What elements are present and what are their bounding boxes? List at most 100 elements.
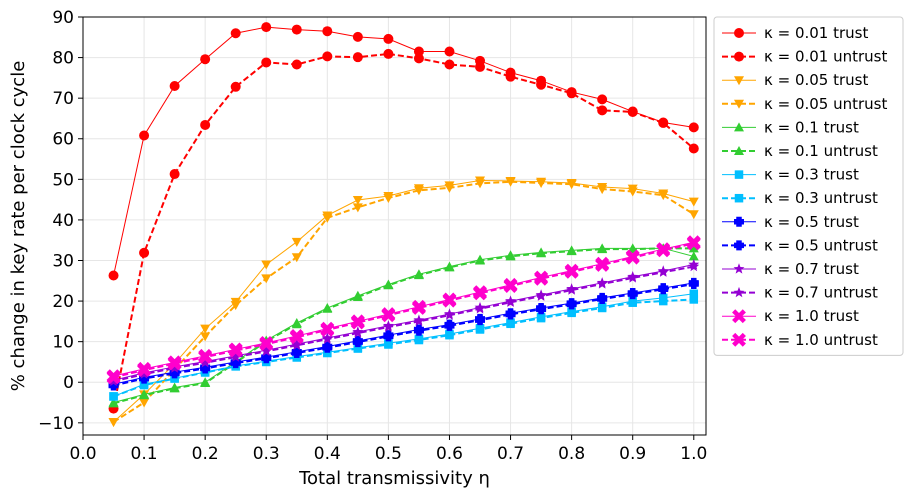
data-point xyxy=(597,244,608,254)
data-point xyxy=(625,250,640,265)
legend-item: κ = 1.0 untrust xyxy=(722,331,878,349)
data-point xyxy=(534,271,549,286)
legend-item: κ = 0.7 untrust xyxy=(722,284,878,302)
legend-label: κ = 0.7 untrust xyxy=(764,284,878,302)
data-point xyxy=(352,196,363,206)
data-point xyxy=(291,319,302,329)
x-tick-label: 0.7 xyxy=(497,444,524,464)
data-point xyxy=(475,325,485,334)
legend-marker xyxy=(732,309,746,324)
data-point xyxy=(137,363,152,377)
legend-item: κ = 0.05 untrust xyxy=(722,95,887,113)
data-point xyxy=(261,260,272,270)
data-point xyxy=(536,178,547,188)
data-point xyxy=(658,117,669,128)
data-point xyxy=(566,88,577,99)
data-point xyxy=(322,213,333,223)
data-point xyxy=(139,130,150,141)
series-3 xyxy=(108,177,699,428)
data-point xyxy=(411,301,426,315)
legend-item: κ = 0.1 trust xyxy=(722,118,859,136)
series-group xyxy=(106,22,701,428)
legend-label: κ = 0.1 untrust xyxy=(764,142,878,160)
legend-label: κ = 0.01 untrust xyxy=(764,48,887,66)
data-point xyxy=(352,327,364,338)
legend-item: κ = 0.05 trust xyxy=(722,71,868,89)
data-point xyxy=(352,203,363,213)
y-tick-label: 10 xyxy=(52,333,74,353)
series-0 xyxy=(108,22,699,281)
data-point xyxy=(352,337,363,348)
legend-item: κ = 0.01 trust xyxy=(722,24,868,42)
y-axis-label: % change in key rate per clock cycle xyxy=(8,61,29,392)
legend-item: κ = 0.3 trust xyxy=(722,166,859,184)
data-point xyxy=(442,293,457,308)
legend-marker xyxy=(734,193,744,203)
data-point xyxy=(200,324,211,334)
data-point xyxy=(413,270,424,280)
data-point xyxy=(475,61,486,72)
legend-item: κ = 0.5 trust xyxy=(722,213,859,231)
y-tick-label: 60 xyxy=(52,130,74,150)
x-tick-label: 0.6 xyxy=(436,444,463,464)
y-tick-label: 50 xyxy=(52,170,74,190)
series-line xyxy=(113,298,694,398)
series-13 xyxy=(106,236,701,385)
data-point xyxy=(169,169,180,180)
data-point xyxy=(353,344,363,353)
data-point xyxy=(291,253,302,263)
data-point xyxy=(595,258,610,272)
data-point xyxy=(627,289,638,300)
plot-frame xyxy=(82,16,707,436)
data-point xyxy=(566,246,577,256)
data-point xyxy=(689,289,699,299)
data-point xyxy=(505,177,516,187)
data-point xyxy=(323,348,332,358)
series-2 xyxy=(108,176,699,428)
legend-marker xyxy=(733,263,745,274)
data-point xyxy=(230,301,241,311)
data-point xyxy=(383,280,394,290)
data-point xyxy=(597,94,608,105)
data-point xyxy=(657,266,669,277)
data-point xyxy=(352,292,363,302)
series-line xyxy=(112,52,695,409)
legend-marker xyxy=(734,51,744,62)
data-point xyxy=(689,295,699,304)
data-point xyxy=(200,119,211,130)
data-point xyxy=(627,187,638,197)
data-point xyxy=(688,260,700,272)
series-9 xyxy=(108,279,699,391)
data-point xyxy=(382,321,394,332)
data-point xyxy=(322,342,333,353)
data-point xyxy=(597,185,608,195)
y-tick-label: 90 xyxy=(52,8,74,28)
legend-frame xyxy=(713,16,904,356)
data-point xyxy=(658,296,668,306)
legend-item: κ = 0.01 untrust xyxy=(722,48,887,66)
data-point xyxy=(260,345,272,357)
series-line xyxy=(113,265,694,383)
data-point xyxy=(291,237,302,247)
data-point xyxy=(350,315,365,330)
data-point xyxy=(291,24,302,35)
legend-marker xyxy=(734,99,744,109)
data-point xyxy=(230,351,242,362)
x-axis: 0.0 0.1 0.2 0.3 0.4 0.5 0.6 0.7 0.8 0.9 1.0 xyxy=(69,435,707,464)
legend-item: κ = 0.7 trust xyxy=(722,260,859,278)
data-point xyxy=(536,248,547,258)
x-tick-label: 0.2 xyxy=(192,444,219,464)
data-point xyxy=(688,122,699,133)
legend-label: κ = 0.3 trust xyxy=(764,166,859,184)
data-point xyxy=(413,325,424,336)
legend-label: κ = 0.05 trust xyxy=(764,71,868,89)
data-point xyxy=(505,309,516,320)
legend-item: κ = 0.1 untrust xyxy=(722,142,878,160)
data-point xyxy=(474,303,486,314)
data-point xyxy=(475,179,486,189)
data-point xyxy=(198,350,213,365)
data-point xyxy=(200,378,211,388)
legend: κ = 0.01 trust κ = 0.01 untrust κ = 0.05 t… xyxy=(713,16,904,356)
series-line xyxy=(113,293,694,397)
